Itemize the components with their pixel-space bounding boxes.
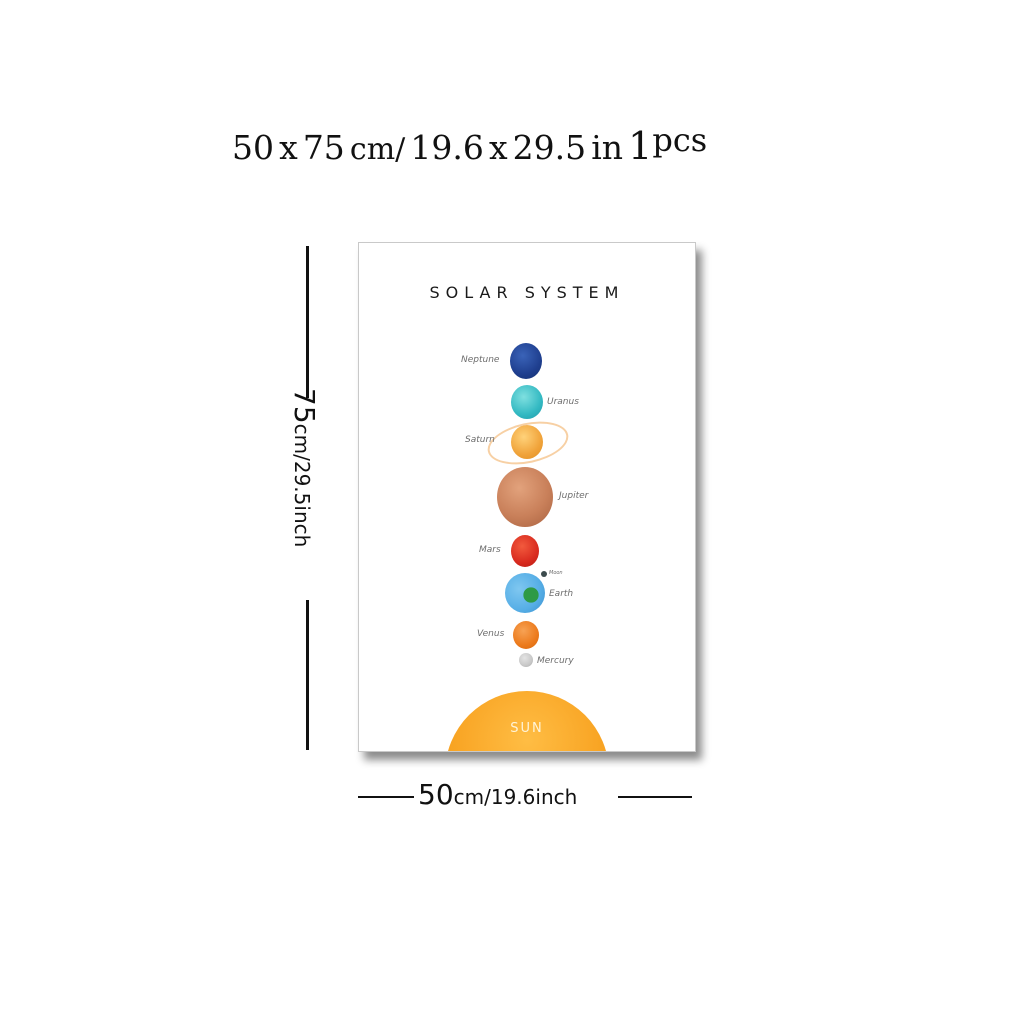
mercury-planet xyxy=(519,653,533,667)
mercury-label: Mercury xyxy=(537,656,574,666)
venus-planet xyxy=(513,621,539,649)
venus-label: Venus xyxy=(477,629,505,639)
width-dimension-label: 50cm/19.6inch xyxy=(418,778,577,811)
poster-title: SOLAR SYSTEM xyxy=(429,283,625,302)
height-unit: cm/29.5inch xyxy=(290,423,314,548)
height-dimension-line-bottom xyxy=(306,600,309,750)
jupiter-label: Jupiter xyxy=(559,491,589,501)
mars-planet xyxy=(511,535,539,567)
headline-cm-unit: cm/ xyxy=(349,132,406,167)
saturn-label: Saturn xyxy=(465,435,495,445)
headline-in-unit: in xyxy=(591,128,624,167)
moon-label: Moon xyxy=(549,570,563,576)
uranus-label: Uranus xyxy=(547,397,579,407)
size-headline: 50 x 75 cm/ 19.6 x 29.5 in 1pcs xyxy=(232,121,812,184)
mars-label: Mars xyxy=(479,545,501,555)
headline-times-1: x xyxy=(279,128,298,167)
headline-height-cm: 75 xyxy=(302,128,345,167)
sun-label: SUN xyxy=(510,721,544,736)
height-number: 75 xyxy=(288,388,321,424)
headline-width-cm: 50 xyxy=(232,128,274,167)
width-unit: cm/19.6inch xyxy=(453,785,578,809)
uranus-planet xyxy=(511,385,543,419)
width-dimension-line-right xyxy=(618,796,692,798)
jupiter-planet xyxy=(497,467,553,527)
headline-pcs: pcs xyxy=(652,121,708,159)
headline-count: 1 xyxy=(628,124,653,168)
earth-planet xyxy=(505,573,545,613)
headline-times-2: x xyxy=(488,128,508,167)
width-number: 50 xyxy=(418,778,454,811)
neptune-label: Neptune xyxy=(461,355,500,365)
headline-width-in: 19.6 xyxy=(410,128,484,167)
saturn-planet xyxy=(511,425,543,459)
width-dimension-line-left xyxy=(358,796,414,798)
moon xyxy=(541,571,547,577)
height-dimension-label: 75cm/29.5inch xyxy=(288,388,326,598)
headline-height-in: 29.5 xyxy=(512,128,587,167)
neptune-planet xyxy=(510,343,542,379)
height-dimension-line-top xyxy=(306,246,309,398)
earth-label: Earth xyxy=(549,589,574,599)
poster: SOLAR SYSTEM Neptune Uranus Saturn Jupit… xyxy=(358,242,696,752)
